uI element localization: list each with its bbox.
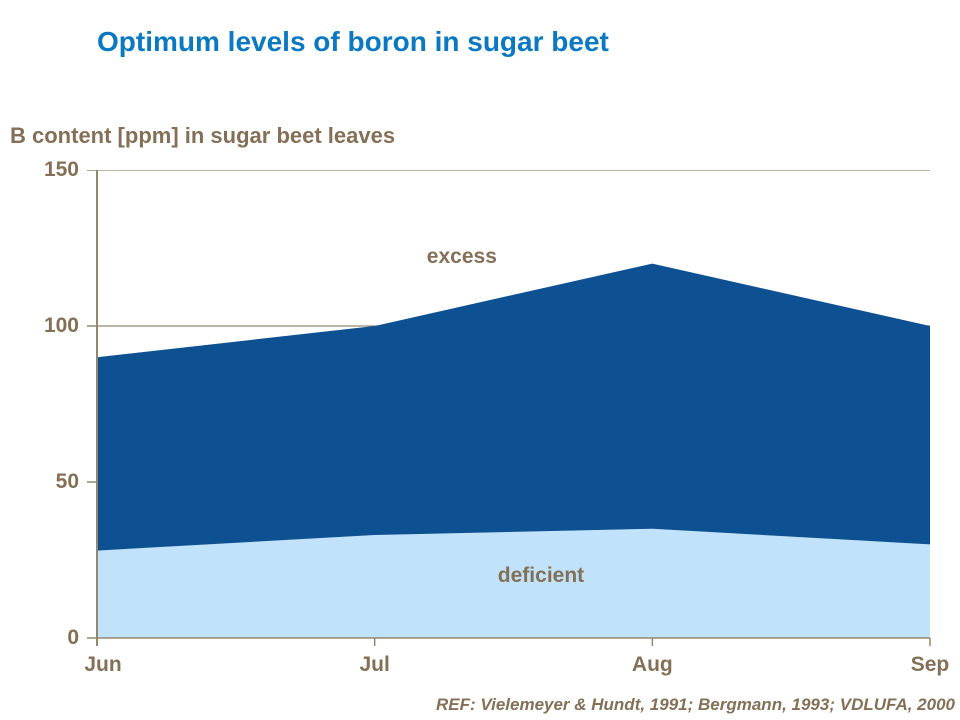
- y-tick-label-50: 50: [55, 470, 79, 493]
- area-label-deficient: deficient: [497, 563, 585, 587]
- y-tick-label-0: 0: [67, 626, 79, 649]
- y-tick-label-150: 150: [43, 158, 79, 181]
- page-title: Optimum levels of boron in sugar beet: [97, 26, 609, 57]
- y-tick-label-100: 100: [43, 314, 79, 337]
- x-tick-label-sep: Sep: [910, 653, 950, 676]
- excess-area: [97, 263, 930, 551]
- x-tick-label-jul: Jul: [359, 653, 390, 676]
- deficient-area: [97, 528, 930, 638]
- chart-axis-title: B content [ppm] in sugar beet leaves: [10, 123, 396, 148]
- x-tick-label-jun: Jun: [84, 653, 122, 676]
- reference-text: REF: Vielemeyer & Hundt, 1991; Bergmann,…: [436, 695, 955, 714]
- x-tick-label-aug: Aug: [631, 653, 673, 676]
- area-chart-svg: [87, 170, 931, 646]
- area-label-excess: excess: [426, 245, 497, 269]
